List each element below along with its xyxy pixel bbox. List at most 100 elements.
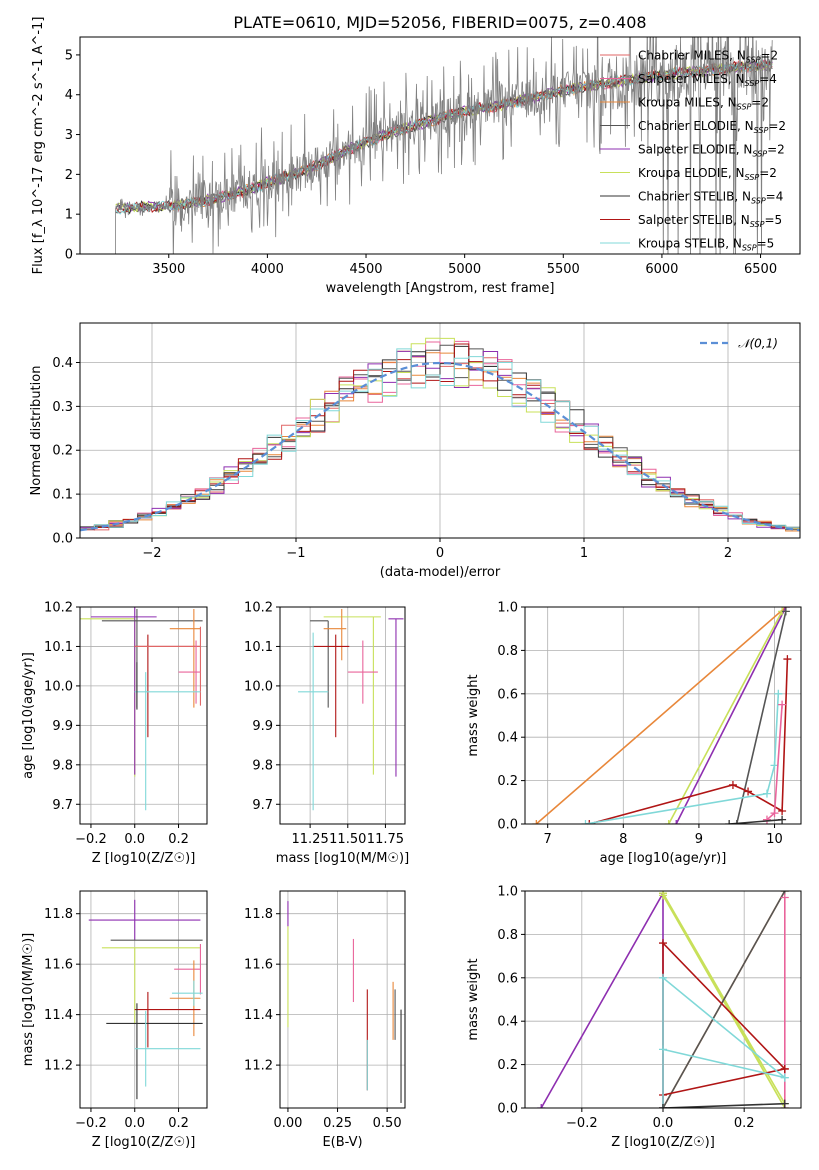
x-axis-label: (data-model)/error	[380, 565, 501, 580]
data-point-marker	[778, 806, 787, 815]
y-axis-label: Flux [f_λ 10^-17 erg cm^-2 s^-1 A^-1]	[31, 17, 46, 275]
x-tick-label: 10	[766, 832, 783, 847]
legend-value: =2	[767, 143, 785, 157]
plot-area	[532, 607, 792, 824]
legend-value: =2	[759, 166, 777, 180]
data-point-marker	[664, 820, 673, 824]
mass-weight-line	[540, 891, 664, 1108]
y-tick-label: 11.6	[244, 958, 273, 973]
legend-value: =2	[760, 49, 778, 63]
y-tick-label: 9.9	[252, 719, 273, 734]
legend-value: =4	[759, 72, 777, 86]
y-tick-label: 2	[65, 168, 73, 183]
y-tick-label: 0.6	[497, 971, 518, 986]
axes-frame	[79, 890, 208, 1109]
plot-area	[80, 607, 203, 811]
data-point-marker	[781, 607, 790, 616]
panel-mass_vs_EBV: 0.00 0.25 0.50 11.2 11.4 11.6 11.8 E(B-V)	[244, 890, 406, 1150]
data-point-marker	[780, 893, 789, 902]
x-tick-label: 0.2	[168, 1116, 189, 1131]
data-point-marker	[780, 1099, 789, 1108]
panel-mass_weight_vs_age: 7 8 9 10 0.0 0.2 0.4 0.6 0.8 1.0 age [log10(age/yr…	[466, 601, 802, 866]
x-tick-label: 0.50	[373, 1116, 402, 1131]
plot-area	[88, 899, 203, 1100]
data-point-marker	[762, 789, 771, 798]
y-tick-label: 10.2	[44, 601, 73, 616]
y-tick-label: 11.2	[244, 1059, 273, 1074]
x-tick-label: 8	[619, 832, 627, 847]
y-tick-label: 0.3	[52, 400, 73, 415]
legend-subscript: SSP	[750, 220, 765, 229]
plot-area	[287, 901, 402, 1103]
y-tick-label: 9.9	[52, 719, 73, 734]
mass-weight-line	[729, 818, 783, 824]
mass-weight-line	[662, 941, 786, 1108]
y-tick-label: 10.2	[244, 601, 273, 616]
panel-mass_vs_Z: −0.2 0.0 0.2 11.2 11.4 11.6 11.8 Z [log10(Z/Z☉)…	[21, 890, 208, 1150]
y-tick-label: 11.8	[44, 907, 73, 922]
y-tick-label: 0.4	[497, 731, 518, 746]
x-tick-label: −0.2	[566, 1116, 598, 1131]
y-tick-label: 10.1	[44, 640, 73, 655]
mass-weight-line	[662, 1048, 785, 1079]
x-tick-label: 2	[724, 546, 732, 561]
panel-age_vs_Z: −0.2 0.0 0.2 9.7 9.8 9.9 10.0 10.1 10.2 Z [log10(…	[21, 601, 208, 866]
x-tick-label: 5500	[547, 262, 580, 277]
y-tick-label: 0.0	[52, 532, 73, 547]
data-point-marker	[783, 655, 792, 664]
legend-value: =5	[757, 237, 775, 251]
legend-label: Kroupa MILES, NSSP=2	[638, 96, 769, 112]
legend-subscript: SSP	[752, 150, 767, 159]
legend-subscript: SSP	[746, 56, 761, 65]
x-tick-label: 11.50	[329, 832, 366, 847]
y-tick-label: 1	[65, 208, 73, 223]
data-point-marker	[659, 891, 667, 898]
axes-frame	[279, 890, 406, 1109]
data-point-marker	[780, 1073, 789, 1082]
y-tick-label: 11.4	[244, 1008, 273, 1023]
x-tick-label: −0.2	[75, 832, 107, 847]
data-point-marker	[659, 1045, 667, 1054]
x-tick-label: 6500	[744, 262, 777, 277]
x-tick-label: 5000	[448, 262, 481, 277]
legend-subscript: SSP	[745, 173, 760, 182]
x-tick-label: 0.2	[168, 832, 189, 847]
data-point-marker	[585, 820, 594, 824]
mass-weight-line	[667, 610, 783, 824]
legend-label: Kroupa STELIB, NSSP=5	[638, 237, 774, 253]
y-tick-label: 10.0	[244, 679, 273, 694]
data-point-marker	[532, 820, 541, 824]
y-tick-label: 1.0	[497, 885, 518, 900]
normal-curve-line	[80, 361, 800, 532]
y-tick-label: 0.4	[52, 356, 73, 371]
x-tick-label: 7	[544, 832, 552, 847]
y-tick-label: 11.2	[44, 1059, 73, 1074]
x-axis-label: mass [log10(M/M☉)]	[276, 851, 409, 866]
y-tick-label: 11.6	[44, 958, 73, 973]
axes-frame	[524, 606, 802, 825]
legend-subscript: SSP	[751, 197, 766, 206]
x-tick-label: 0.2	[734, 1116, 755, 1131]
legend-value: =5	[764, 213, 782, 227]
mass-weight-line	[662, 1102, 785, 1108]
data-point-marker	[659, 1104, 667, 1108]
x-tick-label: 0	[436, 546, 444, 561]
x-tick-label: 0.0	[124, 832, 145, 847]
legend-label: Salpeter ELODIE, NSSP=2	[638, 143, 785, 159]
x-tick-label: 4000	[251, 262, 284, 277]
data-point-marker	[537, 1104, 546, 1108]
residual-histogram	[80, 348, 800, 530]
y-tick-label: 0.4	[497, 1015, 518, 1030]
y-axis-label: mass [log10(M/M☉)]	[21, 933, 36, 1066]
x-tick-label: 11.25	[292, 832, 329, 847]
y-tick-label: 0.6	[497, 687, 518, 702]
y-tick-label: 9.7	[52, 798, 73, 813]
data-point-marker	[732, 820, 741, 824]
panel-age_vs_mass: 11.25 11.50 11.75 9.7 9.8 9.9 10.0 10.1 10.2 mass…	[244, 601, 409, 867]
y-tick-label: 0.8	[497, 928, 518, 943]
legend-value: =2	[768, 119, 786, 133]
x-axis-label: Z [log10(Z/Z☉)]	[92, 851, 196, 866]
data-point-marker	[770, 809, 779, 818]
legend-value: =2	[751, 96, 769, 110]
